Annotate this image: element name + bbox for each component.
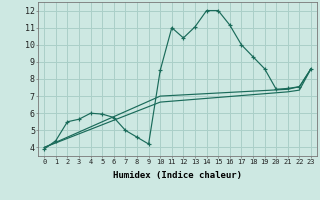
X-axis label: Humidex (Indice chaleur): Humidex (Indice chaleur) [113, 171, 242, 180]
